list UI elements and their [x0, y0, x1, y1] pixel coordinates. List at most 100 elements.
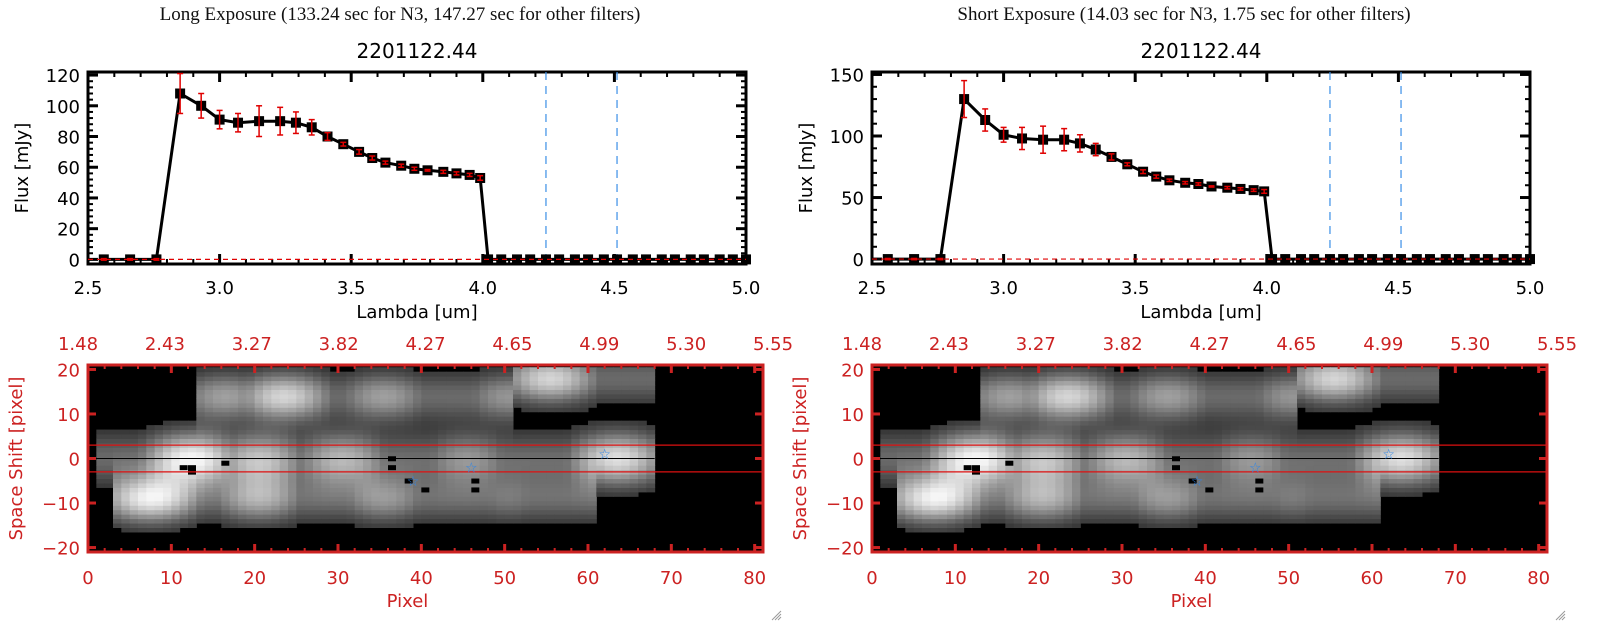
- image-pixel: [997, 438, 1006, 444]
- image-pixel: [471, 505, 481, 511]
- image-pixel: [354, 474, 364, 480]
- masked-pixel: [421, 487, 430, 493]
- image-pixel: [1247, 420, 1256, 426]
- image-pixel: [529, 376, 539, 382]
- image-pixel: [171, 527, 181, 533]
- image-pixel: [1172, 429, 1181, 435]
- image-pixel: [154, 482, 164, 488]
- image-pixel: [338, 496, 347, 502]
- image-pixel: [1188, 500, 1198, 506]
- image-pixel: [972, 491, 981, 497]
- image-pixel: [113, 474, 122, 480]
- image-pixel: [1138, 460, 1148, 466]
- image-pixel: [188, 434, 197, 439]
- image-pixel: [1272, 425, 1281, 431]
- image-pixel: [938, 491, 948, 497]
- image-pixel: [1130, 460, 1140, 466]
- image-pixel: [196, 451, 206, 457]
- image-pixel: [163, 505, 172, 511]
- image-pixel: [947, 474, 956, 480]
- image-pixel: [1197, 380, 1206, 386]
- image-pixel: [254, 447, 264, 453]
- image-pixel: [379, 523, 389, 529]
- image-pixel: [1180, 380, 1190, 386]
- image-pixel: [254, 465, 264, 471]
- image-pixel: [1405, 460, 1415, 466]
- image-pixel: [1247, 482, 1256, 488]
- image-pixel: [463, 451, 472, 457]
- image-pixel: [955, 518, 965, 524]
- image-pixel: [1113, 460, 1123, 466]
- image-pixel: [588, 447, 597, 453]
- image-pixel: [1130, 420, 1140, 426]
- image-pixel: [121, 505, 131, 511]
- image-pixel: [588, 451, 597, 457]
- image-pixel: [288, 523, 297, 529]
- image-pixel: [529, 434, 539, 439]
- image-pixel: [538, 505, 547, 511]
- image-pixel: [1288, 434, 1298, 439]
- image-pixel: [913, 460, 923, 466]
- image-pixel: [913, 487, 923, 493]
- image-pixel: [1355, 505, 1365, 511]
- image-pixel: [221, 465, 231, 471]
- image-pixel: [905, 527, 915, 533]
- image-pixel: [1347, 505, 1356, 511]
- image-pixel: [563, 514, 572, 520]
- top-axis-label: 2.43: [145, 334, 185, 355]
- image-pixel: [546, 478, 556, 484]
- image-pixel: [588, 474, 597, 480]
- image-pixel: [1030, 385, 1040, 390]
- image-pixel: [346, 380, 356, 386]
- image-pixel: [997, 518, 1006, 524]
- image-pixel: [96, 429, 106, 435]
- image-pixel: [588, 398, 597, 404]
- image-pixel: [129, 482, 139, 488]
- image-pixel: [379, 371, 389, 377]
- image-pixel: [1255, 465, 1265, 471]
- image-pixel: [1372, 367, 1381, 373]
- image-pixel: [204, 393, 214, 399]
- image-pixel: [1338, 385, 1348, 390]
- image-pixel: [221, 500, 231, 506]
- image-pixel: [196, 496, 206, 502]
- image-pixel: [1413, 491, 1423, 497]
- image-pixel: [1272, 465, 1281, 471]
- image-pixel: [213, 474, 222, 480]
- image-pixel: [1005, 367, 1015, 373]
- image-pixel: [163, 500, 172, 506]
- image-pixel: [204, 367, 214, 373]
- image-pixel: [1272, 487, 1281, 493]
- image-pixel: [1063, 505, 1073, 511]
- image-pixel: [471, 465, 481, 471]
- image-pixel: [1122, 482, 1131, 488]
- image-pixel: [1188, 416, 1198, 422]
- image-pixel: [1280, 371, 1290, 377]
- image-pixel: [1113, 434, 1123, 439]
- image-pixel: [1322, 509, 1331, 515]
- image-pixel: [1105, 447, 1115, 453]
- image-pixel: [1055, 478, 1065, 484]
- image-pixel: [1038, 474, 1048, 480]
- image-pixel: [1213, 514, 1223, 520]
- image-pixel: [504, 451, 514, 457]
- image-pixel: [296, 500, 306, 506]
- image-pixel: [238, 438, 247, 444]
- image-pixel: [479, 393, 489, 399]
- resize-handle[interactable]: [770, 606, 782, 621]
- image-pixel: [1430, 460, 1440, 466]
- image-pixel: [1388, 425, 1398, 431]
- image-pixel: [396, 451, 406, 457]
- image-pixel: [413, 425, 422, 431]
- image-pixel: [1188, 491, 1198, 497]
- image-pixel: [1230, 451, 1240, 457]
- image-pixel: [154, 527, 164, 533]
- image-pixel: [588, 429, 597, 435]
- chart-title: 2201122.44: [357, 39, 478, 63]
- image-pixel: [1005, 491, 1015, 497]
- image-pixel: [980, 371, 990, 377]
- image-pixel: [221, 434, 231, 439]
- resize-handle[interactable]: [1554, 606, 1566, 621]
- image-pixel: [463, 393, 472, 399]
- image-pixel: [379, 496, 389, 502]
